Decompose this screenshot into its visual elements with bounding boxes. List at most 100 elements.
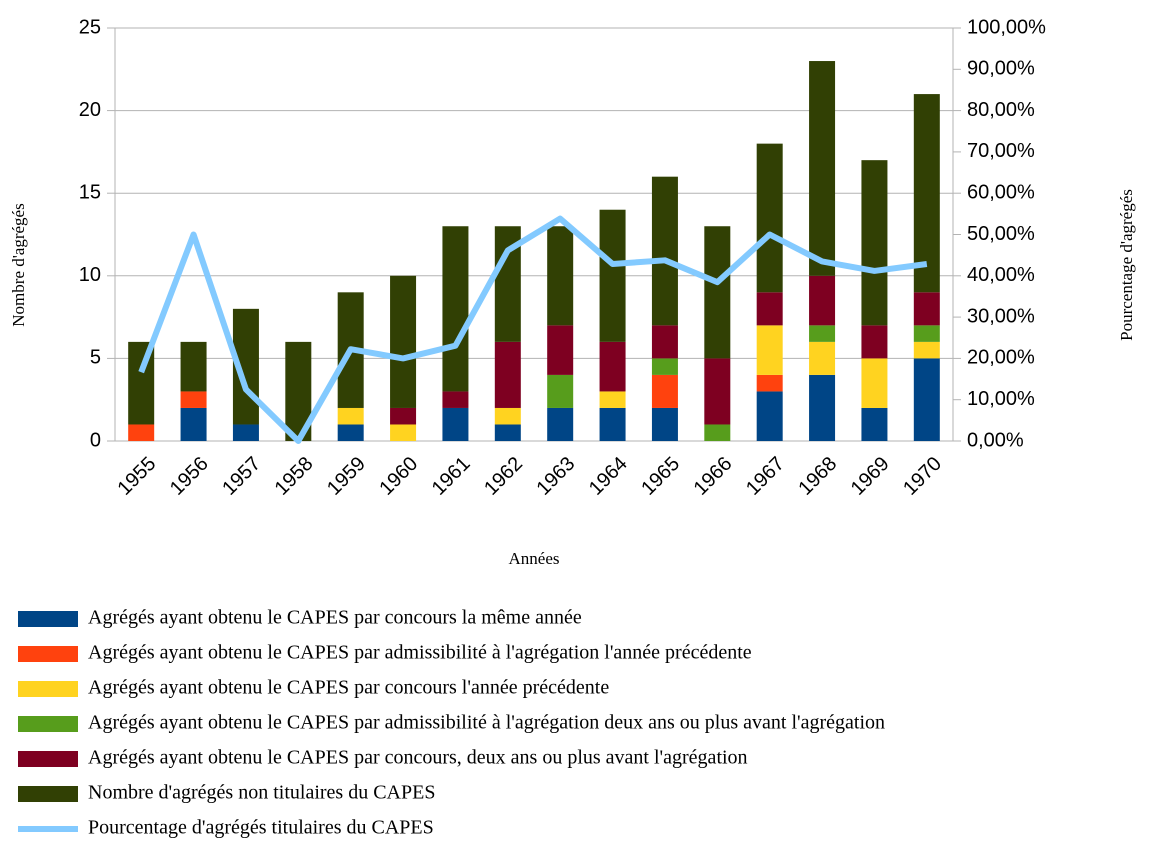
legend-label: Agrégés ayant obtenu le CAPES par concou…: [88, 677, 609, 699]
bar: [390, 275, 417, 408]
y2-tick-label: 80,00%: [967, 99, 1035, 121]
x-tick-label: 1961: [428, 453, 475, 500]
x-tick-label: 1958: [271, 453, 318, 500]
y2-axis-title: Pourcentage d'agrégés: [1117, 189, 1136, 341]
x-tick-label: 1959: [323, 453, 370, 500]
bar: [861, 160, 888, 326]
bar: [337, 407, 364, 425]
x-tick-label: 1956: [166, 453, 213, 500]
y2-tick-label: 70,00%: [967, 140, 1035, 162]
bar: [809, 325, 836, 342]
legend-label: Agrégés ayant obtenu le CAPES par concou…: [88, 607, 582, 629]
y2-tick-label: 40,00%: [967, 264, 1035, 286]
bar: [442, 407, 469, 441]
bar: [180, 391, 207, 408]
bar: [494, 341, 521, 408]
bar: [180, 407, 207, 441]
x-tick-label: 1967: [742, 453, 789, 500]
bar: [599, 407, 626, 441]
bar: [651, 374, 678, 408]
bar: [756, 143, 783, 293]
x-tick-label: 1966: [690, 453, 737, 500]
bar: [547, 325, 574, 375]
bar: [913, 325, 940, 342]
bar: [547, 374, 574, 408]
y2-tick-label: 30,00%: [967, 305, 1035, 327]
bar: [390, 424, 417, 441]
bar: [704, 424, 731, 441]
bar: [913, 341, 940, 359]
y-tick-label: 10: [79, 264, 101, 286]
bar: [861, 407, 888, 441]
x-tick-label: 1964: [585, 453, 632, 500]
legend-swatch: [18, 786, 78, 802]
x-tick-label: 1960: [375, 453, 422, 500]
bar: [390, 407, 417, 425]
bar: [809, 341, 836, 375]
bar: [651, 358, 678, 375]
legend-swatch: [18, 681, 78, 697]
bar: [809, 374, 836, 441]
bar: [756, 374, 783, 392]
bar: [232, 424, 259, 441]
bar: [756, 391, 783, 441]
bar: [809, 275, 836, 326]
x-tick-label: 1969: [847, 453, 894, 500]
x-tick-label: 1970: [899, 453, 946, 500]
bar: [442, 226, 469, 392]
bar: [913, 358, 940, 441]
bar: [599, 391, 626, 408]
x-tick-label: 1968: [794, 453, 841, 500]
y2-tick-label: 10,00%: [967, 388, 1035, 410]
bar: [704, 358, 731, 425]
y-tick-label: 5: [90, 347, 101, 369]
bar: [913, 94, 940, 293]
bar: [756, 325, 783, 375]
legend-label: Nombre d'agrégés non titulaires du CAPES: [88, 782, 435, 804]
legend-label: Pourcentage d'agrégés titulaires du CAPE…: [88, 817, 434, 839]
y-tick-label: 20: [79, 99, 101, 121]
line: [138, 215, 928, 444]
bar: [547, 226, 574, 326]
y2-tick-label: 100,00%: [967, 16, 1046, 38]
x-tick-label: 1957: [218, 453, 265, 500]
legend-swatch: [18, 716, 78, 732]
x-tick-label: 1955: [113, 453, 160, 500]
legend-swatch: [18, 611, 78, 627]
bar: [494, 424, 521, 441]
bar: [599, 209, 626, 342]
bar: [494, 407, 521, 425]
x-tick-label: 1963: [532, 453, 579, 500]
legend-swatch: [18, 646, 78, 662]
legend-label: Agrégés ayant obtenu le CAPES par admiss…: [88, 712, 885, 734]
bar: [651, 325, 678, 359]
bar: [599, 341, 626, 392]
y2-tick-label: 90,00%: [967, 58, 1035, 80]
y-tick-label: 25: [79, 16, 101, 38]
bar: [704, 226, 731, 359]
bar: [180, 341, 207, 392]
bar: [442, 391, 469, 408]
y2-tick-label: 60,00%: [967, 181, 1035, 203]
x-tick-label: 1965: [637, 453, 684, 500]
y-axis-title: Nombre d'agrégés: [9, 203, 28, 326]
bar: [913, 292, 940, 326]
y-tick-label: 0: [90, 429, 101, 451]
bar: [651, 176, 678, 326]
bar: [337, 424, 364, 441]
legend-label: Agrégés ayant obtenu le CAPES par admiss…: [88, 642, 752, 664]
y-tick-label: 15: [79, 181, 101, 203]
y2-tick-label: 0,00%: [967, 429, 1024, 451]
y2-tick-label: 50,00%: [967, 223, 1035, 245]
legend-label: Agrégés ayant obtenu le CAPES par concou…: [88, 747, 748, 769]
x-axis-title: Années: [509, 549, 560, 568]
bar: [547, 407, 574, 441]
y2-tick-label: 20,00%: [967, 347, 1035, 369]
bar: [861, 325, 888, 359]
bar: [809, 61, 836, 276]
bar: [861, 358, 888, 408]
x-tick-label: 1962: [480, 453, 527, 500]
bar: [651, 407, 678, 441]
bar: [128, 424, 155, 441]
